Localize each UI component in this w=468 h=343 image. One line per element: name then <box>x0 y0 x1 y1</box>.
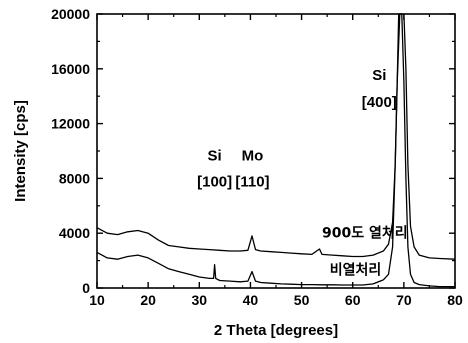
y-tick-label: 4000 <box>59 225 90 241</box>
annotation-label: Mo <box>242 148 264 165</box>
annotation-label: Si <box>208 148 222 165</box>
axis-layer: 10 20 30 40 50 60 70 80 0 4000 8000 12000 16000 20000 <box>51 6 463 308</box>
x-tick-label: 70 <box>396 292 412 308</box>
y-tick-label: 8000 <box>59 170 90 186</box>
y-tick-label: 12000 <box>51 116 90 132</box>
x-tick-label: 80 <box>447 292 463 308</box>
x-tick-label: 60 <box>345 292 361 308</box>
annotation-label: 비열처리 <box>330 261 382 278</box>
series-line-1 <box>96 13 456 260</box>
y-axis-title: Intensity [cps] <box>12 100 29 202</box>
y-tick-label: 20000 <box>51 6 90 22</box>
plot-frame <box>96 13 456 289</box>
series-line-2 <box>96 13 455 288</box>
x-tick-label: 10 <box>89 292 105 308</box>
annotation-label: 900도 열처리 <box>322 224 408 241</box>
x-axis-title: 2 Theta [degrees] <box>214 322 338 339</box>
annotation-label: Si <box>372 67 386 84</box>
x-tick-label: 30 <box>191 292 207 308</box>
x-tick-label: 20 <box>140 292 156 308</box>
annotation-label: [100] <box>197 174 232 191</box>
x-tick-label: 50 <box>294 292 310 308</box>
annotation-label: [110] <box>235 174 269 191</box>
annotation-label: [400] <box>362 94 397 111</box>
x-tick-label: 40 <box>243 292 259 308</box>
y-tick-label: 0 <box>82 280 90 296</box>
y-tick-label: 16000 <box>51 61 90 77</box>
series-layer <box>96 13 456 288</box>
